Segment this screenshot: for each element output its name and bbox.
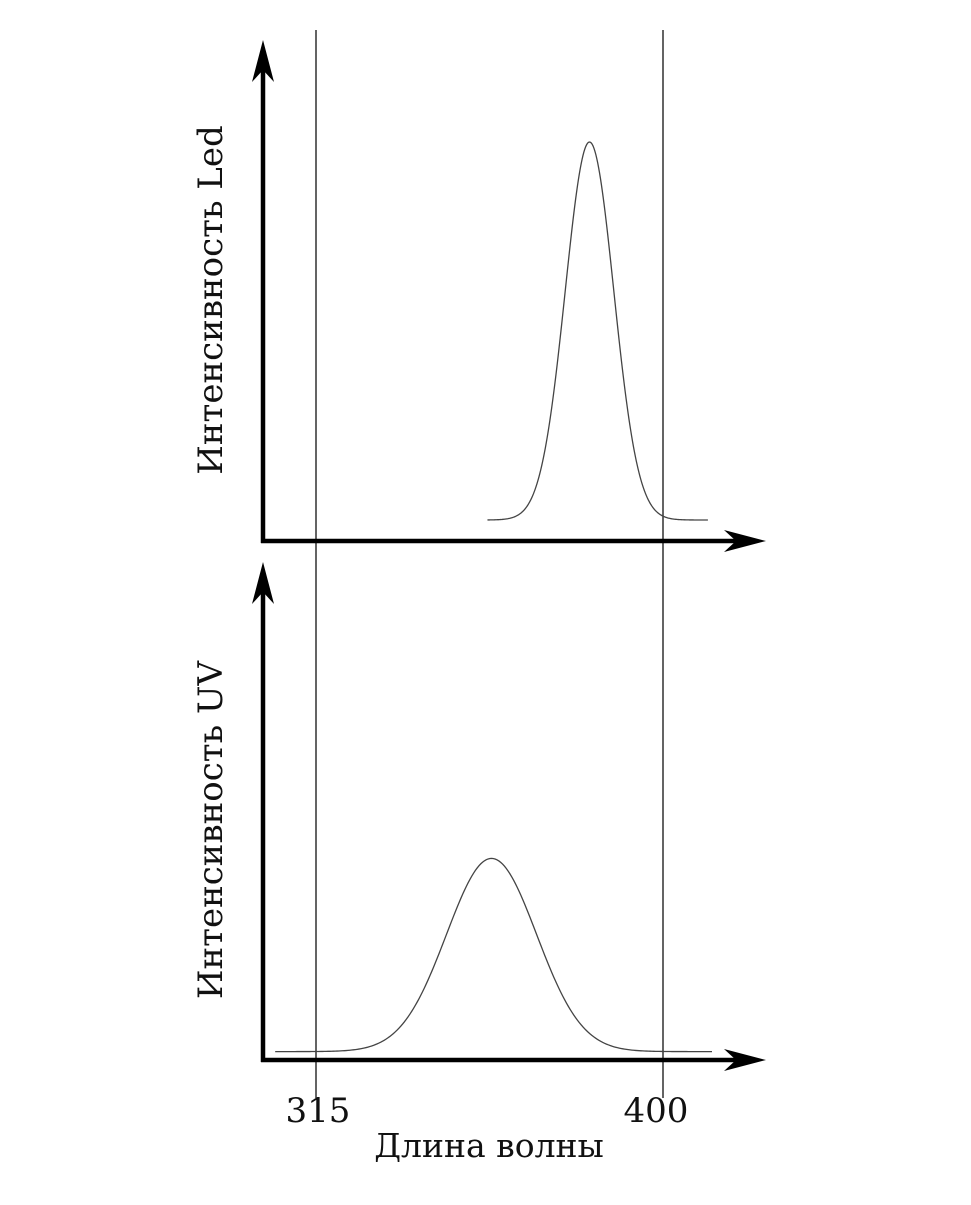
led-spectrum-curve [487, 141, 708, 521]
bottom-y-axis-arrow [252, 562, 274, 604]
bottom-y-axis-label: Интенсивность UV [191, 659, 231, 999]
x-tick-label-400: 400 [624, 1091, 689, 1131]
x-tick-label-315: 315 [286, 1091, 351, 1131]
top-y-axis-label: Интенсивность Led [191, 125, 231, 475]
reference-lines [315, 30, 664, 1098]
curves [275, 141, 712, 1053]
x-axis-label: Длина волны [374, 1126, 604, 1165]
bottom-x-axis-arrow [724, 1049, 766, 1071]
top-y-axis-arrow [252, 40, 274, 82]
axes [252, 40, 766, 1071]
uv-spectrum-curve [275, 857, 712, 1053]
top-x-axis-arrow [724, 530, 766, 552]
